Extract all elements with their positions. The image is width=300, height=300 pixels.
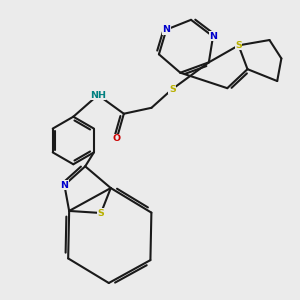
Text: NH: NH [90, 91, 106, 100]
Text: S: S [235, 41, 242, 50]
Text: N: N [162, 25, 170, 34]
Text: S: S [98, 208, 104, 217]
Text: S: S [169, 85, 176, 94]
Text: N: N [209, 32, 217, 41]
Text: N: N [60, 181, 68, 190]
Text: O: O [112, 134, 121, 143]
